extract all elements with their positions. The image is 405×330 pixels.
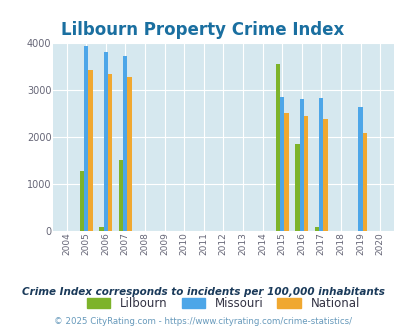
Text: © 2025 CityRating.com - https://www.cityrating.com/crime-statistics/: © 2025 CityRating.com - https://www.city…	[54, 317, 351, 326]
Bar	[279, 97, 284, 231]
Bar	[119, 160, 123, 231]
Bar	[323, 118, 327, 231]
Bar	[127, 77, 132, 231]
Text: Lilbourn Property Crime Index: Lilbourn Property Crime Index	[61, 21, 344, 40]
Bar	[314, 227, 318, 231]
Bar	[299, 99, 303, 231]
Bar	[123, 56, 127, 231]
Text: Crime Index corresponds to incidents per 100,000 inhabitants: Crime Index corresponds to incidents per…	[21, 287, 384, 297]
Bar	[108, 74, 112, 231]
Bar	[79, 171, 84, 231]
Legend: Lilbourn, Missouri, National: Lilbourn, Missouri, National	[83, 293, 362, 314]
Bar	[358, 107, 362, 231]
Bar	[318, 98, 323, 231]
Bar	[88, 70, 92, 231]
Bar	[84, 46, 88, 231]
Bar	[284, 114, 288, 231]
Bar	[99, 227, 103, 231]
Bar	[362, 133, 366, 231]
Bar	[275, 64, 279, 231]
Bar	[103, 52, 108, 231]
Bar	[303, 116, 307, 231]
Bar	[294, 144, 299, 231]
